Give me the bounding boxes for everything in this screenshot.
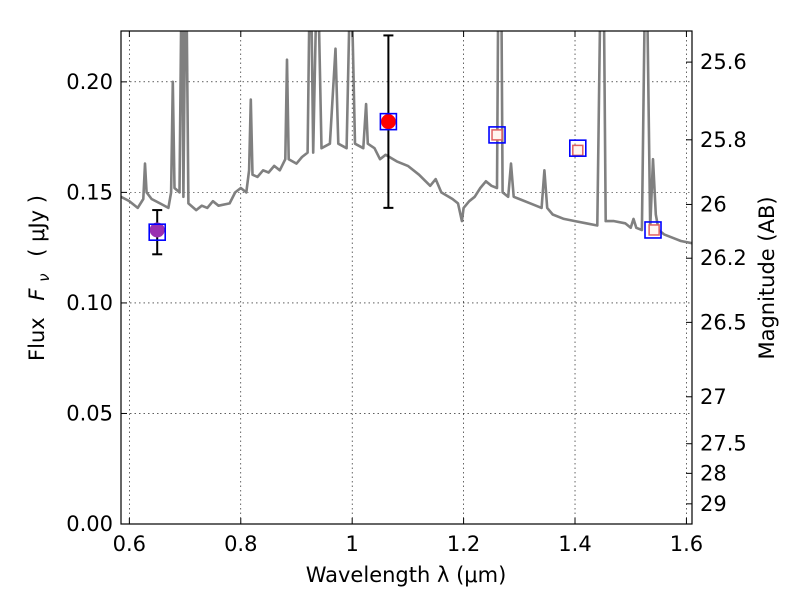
right-tick-label: 25.6 <box>700 50 747 74</box>
right-tick-label: 26.5 <box>700 310 747 334</box>
x-tick-label: 1.4 <box>558 532 591 556</box>
model-photometry-square <box>379 112 398 131</box>
y-axis-label-symbol: F <box>25 288 49 301</box>
y-axis-label-text: Flux <box>25 317 49 361</box>
right-tick-label: 26.2 <box>700 246 747 270</box>
model-photometry-square <box>148 223 167 241</box>
y-axis-label-subscript: ν <box>35 273 53 281</box>
y-tick-label: 0.15 <box>66 180 113 204</box>
right-tick-label: 27 <box>700 385 727 409</box>
y-tick-label: 0.10 <box>66 291 113 315</box>
synthetic-photometry-square <box>648 224 660 236</box>
x-tick-label: 1 <box>345 532 358 556</box>
model-spectrum <box>121 31 692 245</box>
y-axis-label: Flux F ν ( μJy ) <box>25 195 54 361</box>
y-tick-label: 0.00 <box>66 512 113 536</box>
right-tick-label: 28 <box>700 461 727 485</box>
y-ticks: 0.00 0.05 0.10 0.15 0.20 <box>66 70 127 536</box>
synthetic-photometry-square <box>491 129 503 141</box>
spectrum-line <box>121 31 692 245</box>
x-tick-label: 0.8 <box>224 532 257 556</box>
right-tick-label: 27.5 <box>700 432 747 456</box>
right-tick-label: 29 <box>700 492 727 516</box>
right-ticks: 25.6 25.8 26 26.2 26.5 27 27.5 28 29 <box>686 50 747 516</box>
y-axis-label-unit: ( μJy ) <box>25 195 49 257</box>
model-photometry-square <box>568 139 587 157</box>
right-axis-label: Magnitude (AB) <box>755 196 779 359</box>
markers <box>148 112 662 241</box>
plot-frame <box>120 30 693 525</box>
x-ticks: 0.6 0.8 1 1.2 1.4 1.6 <box>113 31 703 556</box>
x-tick-label: 1.6 <box>670 532 703 556</box>
right-tick-label: 25.8 <box>700 128 747 152</box>
synthetic-photometry-square <box>572 144 584 157</box>
observed-point <box>149 222 165 238</box>
y-tick-label: 0.20 <box>66 70 113 94</box>
plot-area <box>121 31 692 524</box>
x-tick-label: 1.2 <box>447 532 480 556</box>
model-photometry-square <box>488 126 506 144</box>
x-tick-label: 0.6 <box>113 532 146 556</box>
y-tick-label: 0.05 <box>66 401 113 425</box>
right-tick-label: 26 <box>700 192 727 216</box>
model-photometry-square <box>644 221 662 239</box>
x-axis-label: Wavelength λ (μm) <box>306 563 507 587</box>
observed-point <box>380 114 396 130</box>
